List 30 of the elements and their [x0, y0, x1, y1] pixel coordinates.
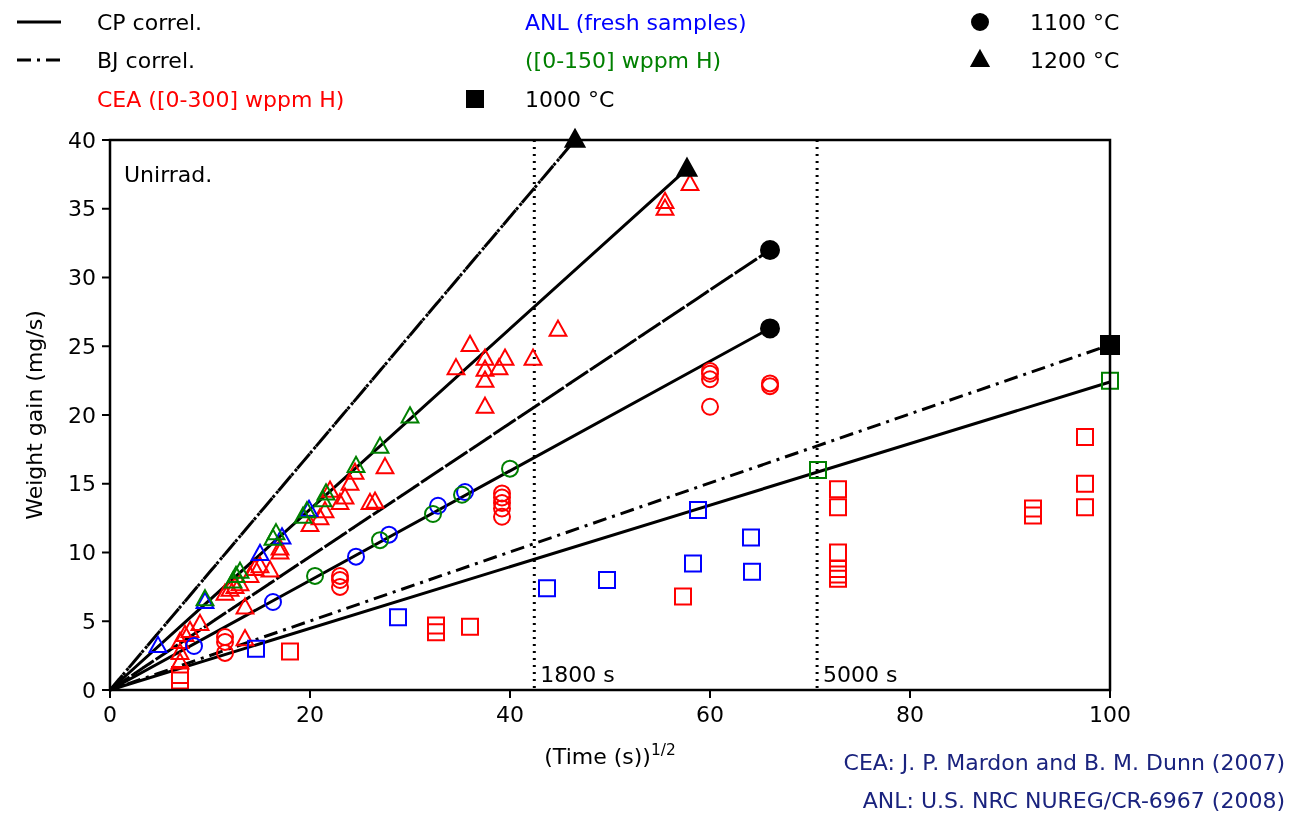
- x-tick-label: 40: [496, 702, 524, 727]
- y-tick-label: 0: [82, 677, 96, 703]
- y-tick-label: 5: [82, 608, 96, 634]
- x-tick-label: 80: [896, 702, 924, 727]
- annotation: Unirrad.: [124, 162, 213, 187]
- text: CEA ([0-300] wppm H): [97, 86, 345, 112]
- y-tick-label: 15: [68, 471, 96, 497]
- ref-line-label: 1800 s: [540, 662, 615, 687]
- legend-label: 1100 °C: [1030, 9, 1120, 35]
- y-tick-label: 25: [68, 333, 96, 359]
- y-tick-label: 40: [68, 127, 96, 153]
- x-axis-title: (Time (s))$^{1/2}$: [544, 741, 676, 769]
- text: ANL (fresh samples): [525, 9, 747, 35]
- legend-label: 1200 °C: [1030, 47, 1120, 73]
- x-tick-label: 0: [103, 702, 117, 727]
- y-tick-label: 35: [68, 196, 96, 222]
- y-tick-label: 20: [68, 402, 96, 428]
- y-axis-title: Weight gain (mg/s): [22, 310, 47, 520]
- text: ([0-150] wppm H): [525, 47, 722, 73]
- legend-label: 1000 °C: [525, 86, 615, 112]
- legend-label: CP correl.: [97, 9, 203, 35]
- y-tick-label: 30: [68, 265, 96, 291]
- x-tick-label: 100: [1089, 702, 1131, 727]
- x-tick-label: 60: [696, 702, 724, 727]
- text: ANL: U.S. NRC NUREG/CR-6967 (2008): [862, 788, 1285, 813]
- legend-label: BJ correl.: [97, 47, 195, 73]
- ref-line-label: 5000 s: [823, 662, 898, 687]
- x-tick-label: 20: [296, 702, 324, 727]
- y-tick-label: 10: [68, 540, 96, 566]
- text: CEA: J. P. Mardon and B. M. Dunn (2007): [843, 750, 1285, 775]
